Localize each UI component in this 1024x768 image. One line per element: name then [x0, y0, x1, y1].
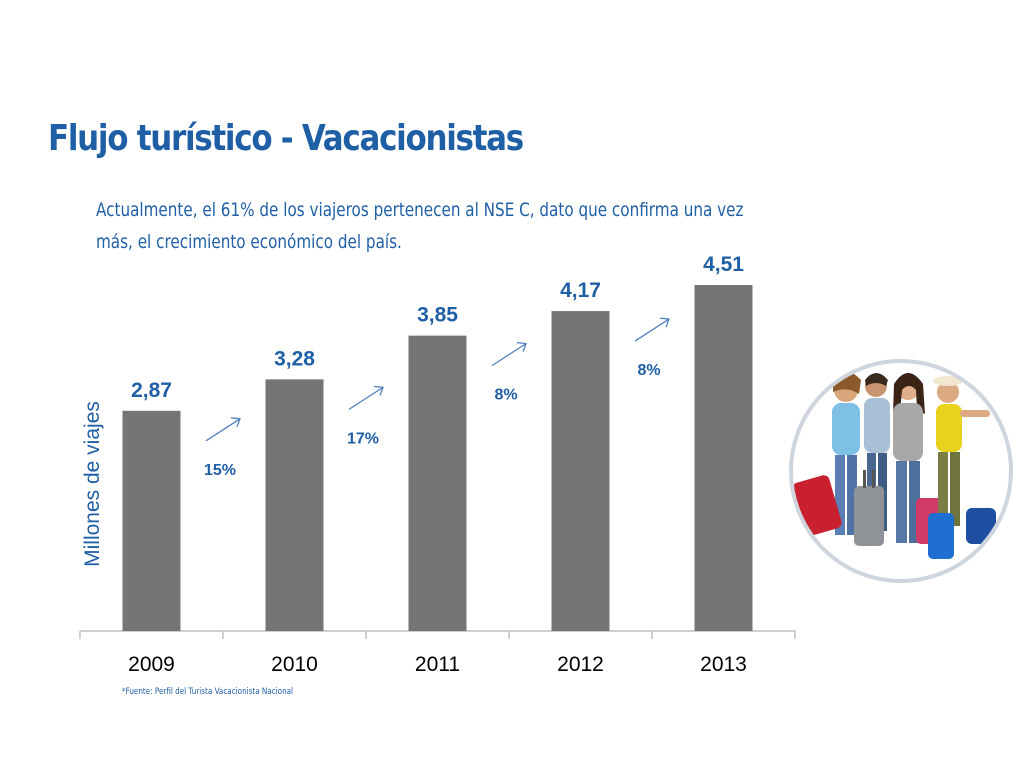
bar — [265, 379, 324, 631]
bar-value-label: 4,17 — [560, 279, 601, 302]
bar — [408, 335, 467, 631]
growth-arrow-icon — [634, 318, 670, 342]
growth-arrowhead-icon — [659, 317, 670, 328]
x-tick-label: 2011 — [415, 653, 460, 676]
bar-value-label: 4,51 — [703, 253, 744, 276]
growth-percent-label: 8% — [494, 387, 517, 404]
bar — [694, 285, 753, 631]
bar — [122, 410, 181, 631]
page-subtitle: Actualmente, el 61% de los viajeros pert… — [96, 199, 744, 253]
growth-percent-label: 8% — [637, 362, 660, 379]
page-title: Flujo turístico - Vacacionistas — [48, 118, 524, 159]
x-tick-label: 2010 — [271, 653, 318, 676]
growth-arrow-icon — [348, 386, 384, 410]
growth-arrowhead-icon — [230, 417, 241, 428]
growth-percent-label: 15% — [204, 462, 236, 479]
bar-value-label: 2,87 — [131, 379, 172, 402]
bar — [551, 311, 610, 631]
growth-arrowhead-icon — [373, 385, 384, 396]
y-axis-label: Millones de viajes — [81, 401, 104, 567]
x-tick-label: 2012 — [557, 653, 604, 676]
growth-arrowhead-icon — [516, 341, 527, 352]
travelers-with-luggage-photo — [789, 359, 1013, 583]
growth-arrow-icon — [205, 418, 241, 442]
growth-arrow-icon — [491, 343, 527, 367]
bar-value-label: 3,85 — [417, 304, 458, 327]
growth-percent-label: 17% — [347, 430, 379, 447]
x-tick-label: 2009 — [128, 653, 175, 676]
x-tick-label: 2013 — [700, 653, 747, 676]
source-note: *Fuente: Perfil del Turista Vacacionista… — [122, 687, 294, 697]
bar-value-label: 3,28 — [274, 347, 315, 370]
